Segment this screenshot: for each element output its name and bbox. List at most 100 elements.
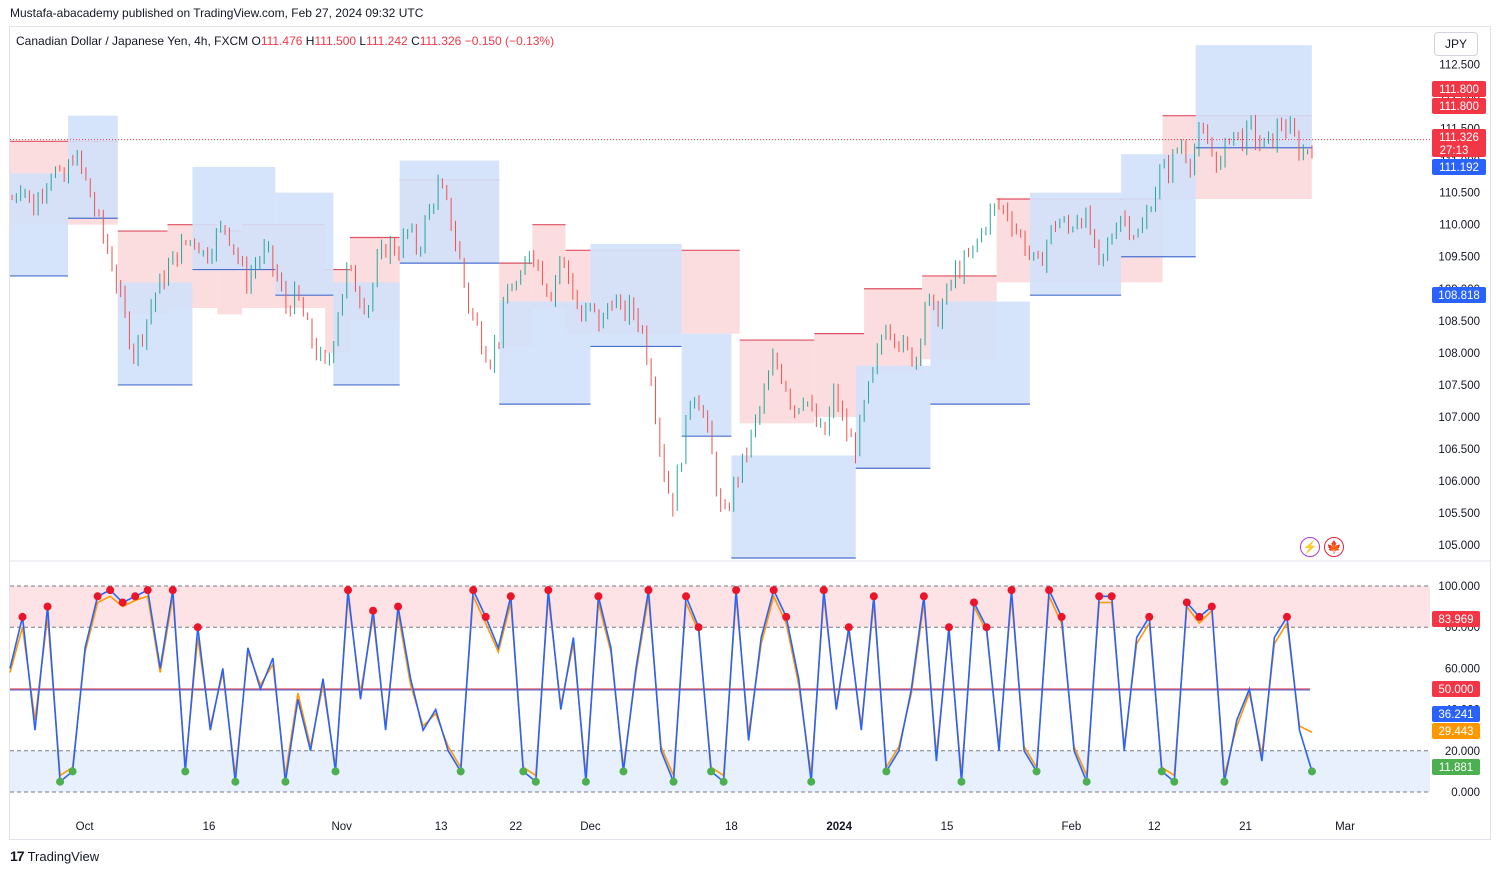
chart-frame [9,26,1491,840]
sell-signal-dot-51 [644,586,653,595]
stoch-tag-3 [1432,723,1480,739]
lower-band-fill-15 [1195,45,1312,148]
buy-signal-dot-93 [1170,777,1179,786]
stoch-tag-4 [1432,759,1480,775]
sell-signal-dot-62 [782,612,791,621]
buy-signal-dot-36 [456,767,465,776]
price-tag-2 [1432,129,1486,157]
sell-signal-dot-65 [819,586,828,595]
price-axis-tick-15: 105.000 [1438,540,1480,552]
buy-signal-dot-14 [181,767,190,776]
lower-band-fill-14 [1121,154,1196,257]
stoch-tag-0 [1432,611,1480,627]
sell-signal-dot-58 [732,586,741,595]
sell-signal-dot-61 [769,586,778,595]
time-axis-tick-12: Mar [1335,821,1355,833]
time-axis-tick-0: Oct [76,821,95,833]
price-axis-tick-11: 107.000 [1438,412,1480,424]
buy-signal-dot-104 [1308,767,1316,776]
buy-signal-dot-26 [331,767,340,776]
price-tag-3 [1432,159,1486,175]
lower-band-fill-5 [333,282,400,385]
sell-signal-dot-80 [1007,586,1016,595]
sell-signal-dot-77 [969,598,978,607]
time-axis-tick-1: 16 [203,821,216,833]
sell-signal-dot-87 [1095,592,1104,601]
stoch-k-line [9,587,1313,784]
sell-signal-dot-13 [168,586,177,595]
sell-signal-dot-1 [18,612,27,621]
stoch-tag-label-1: 50.000 [1438,684,1473,696]
buy-signal-dot-18 [231,777,240,786]
sell-signal-dot-94 [1182,598,1191,607]
legend-o-label: O [251,34,261,48]
tradingview-logo-text: TradingView [27,848,100,864]
legend-h-label: H [305,34,315,48]
price-axis-tick-0: 112.500 [1439,59,1480,71]
legend-open: 111.476 [260,34,303,48]
sell-signal-dot-96 [1207,602,1216,611]
buy-signal-dot-49 [619,767,628,776]
buy-signal-dot-70 [882,767,891,776]
lower-band-fill-12 [930,301,1030,405]
sell-signal-dot-31 [394,602,403,611]
sell-signal-dot-88 [1107,592,1116,601]
sell-signal-dot-69 [869,592,878,601]
lower-band-fill-7 [499,301,591,405]
time-axis-tick-3: 13 [435,821,448,833]
sell-signal-dot-78 [982,623,991,632]
price-tag-label-1: 111.800 [1439,101,1479,113]
lower-band-fill-0 [10,173,69,276]
price-tag-1 [1432,98,1486,114]
lower-band-fill-8 [590,243,682,347]
lower-band-fill-9 [681,333,732,437]
lower-band-fill-4 [275,192,334,296]
price-tag-label-0: 111.800 [1439,84,1479,96]
price-tag-4 [1432,287,1486,303]
lower-band-fill-6 [399,160,500,264]
sell-signal-dot-67 [844,623,853,632]
price-axis-tick-4: 110.500 [1439,188,1480,200]
canada-flag-icon[interactable]: 🍁 [1324,537,1344,557]
stoch-axis-tick-5: 0.000 [1451,787,1480,799]
lightning-icon[interactable]: ⚡ [1300,537,1320,557]
buy-signal-dot-42 [531,777,540,786]
publisher-caption: Mustafa-abacademy published on TradingVi… [10,6,424,20]
stoch-tag-2 [1432,706,1480,722]
stoch-tag-label-3: 29.443 [1438,726,1473,738]
time-axis-tick-11: 21 [1239,821,1252,833]
tradingview-logo[interactable]: 17 TradingView [10,848,99,864]
price-tag-label-2: 111.326 [1439,132,1479,144]
buy-signal-dot-92 [1157,767,1166,776]
buy-signal-dot-82 [1032,767,1041,776]
price-axis-tick-5: 110.000 [1439,220,1480,232]
legend-high: 111.500 [314,34,357,48]
time-axis-tick-10: 12 [1148,821,1161,833]
legend-symbol[interactable]: Canadian Dollar / Japanese Yen, 4h, FXCM [16,34,249,48]
sell-signal-dot-38 [481,612,490,621]
sell-signal-dot-84 [1057,612,1066,621]
stoch-axis-tick-2: 60.000 [1445,663,1480,675]
legend-close: 111.326 [419,34,462,48]
price-axis-tick-9: 108.000 [1438,348,1480,360]
sell-signal-dot-7 [93,592,102,601]
sell-signal-dot-11 [143,586,152,595]
legend-low: 111.242 [366,34,408,48]
buy-signal-dot-97 [1220,777,1229,786]
stoch-tag-label-0: 83.969 [1438,614,1473,626]
buy-signal-dot-4 [56,777,65,786]
sell-signal-dot-9 [118,598,127,607]
sell-signal-dot-55 [694,623,703,632]
sell-signal-dot-8 [106,586,115,595]
price-axis-tick-8: 108.500 [1438,316,1480,328]
price-axis-tick-6: 109.500 [1438,252,1480,264]
stoch-tag-label-2: 36.241 [1438,709,1473,721]
sell-signal-dot-47 [594,592,603,601]
sell-signal-dot-10 [131,592,140,601]
sell-signal-dot-91 [1145,612,1154,621]
currency-button[interactable]: JPY [1434,32,1478,56]
tradingview-logo-icon: 17 [10,848,25,864]
sell-signal-dot-75 [944,623,953,632]
lower-band-fill-1 [68,115,118,219]
